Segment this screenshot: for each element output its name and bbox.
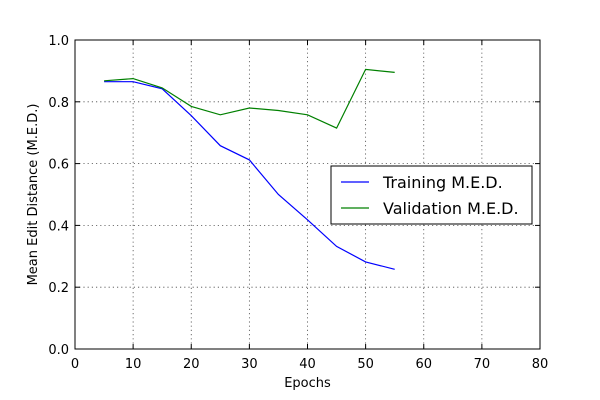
y-tick-label: 0.6 xyxy=(48,158,69,173)
x-tick-label: 80 xyxy=(532,357,549,372)
y-tick-label: 0.2 xyxy=(48,281,69,296)
legend: Training M.E.D. Validation M.E.D. xyxy=(330,165,533,225)
series-line-2 xyxy=(104,68,395,129)
legend-label: Training M.E.D. xyxy=(382,173,503,192)
x-tick-label: 40 xyxy=(299,357,316,372)
y-tick-label: 0.8 xyxy=(48,96,69,111)
y-axis-label: Mean Edit Distance (M.E.D.) xyxy=(26,104,41,286)
series-line-1 xyxy=(104,81,395,270)
y-tick-labels: 0.0 0.2 0.4 0.6 0.8 1.0 xyxy=(48,34,69,358)
legend-label: Validation M.E.D. xyxy=(383,199,519,218)
x-tick-label: 30 xyxy=(241,357,258,372)
x-tick-label: 0 xyxy=(71,357,79,372)
x-axis-label: Epochs xyxy=(284,376,331,391)
legend-box xyxy=(330,165,533,225)
y-tick-label: 1.0 xyxy=(48,34,69,49)
x-tick-label: 50 xyxy=(357,357,374,372)
series-lines xyxy=(104,68,395,270)
x-tick-labels: 0 10 20 30 40 50 60 70 80 xyxy=(71,357,548,372)
x-tick-label: 60 xyxy=(415,357,432,372)
x-tick-label: 70 xyxy=(474,357,491,372)
x-tick-label: 10 xyxy=(125,357,142,372)
y-tick-label: 0.4 xyxy=(48,219,69,234)
axis-ticks xyxy=(74,39,541,350)
x-tick-label: 20 xyxy=(183,357,200,372)
y-tick-label: 0.0 xyxy=(48,343,69,358)
